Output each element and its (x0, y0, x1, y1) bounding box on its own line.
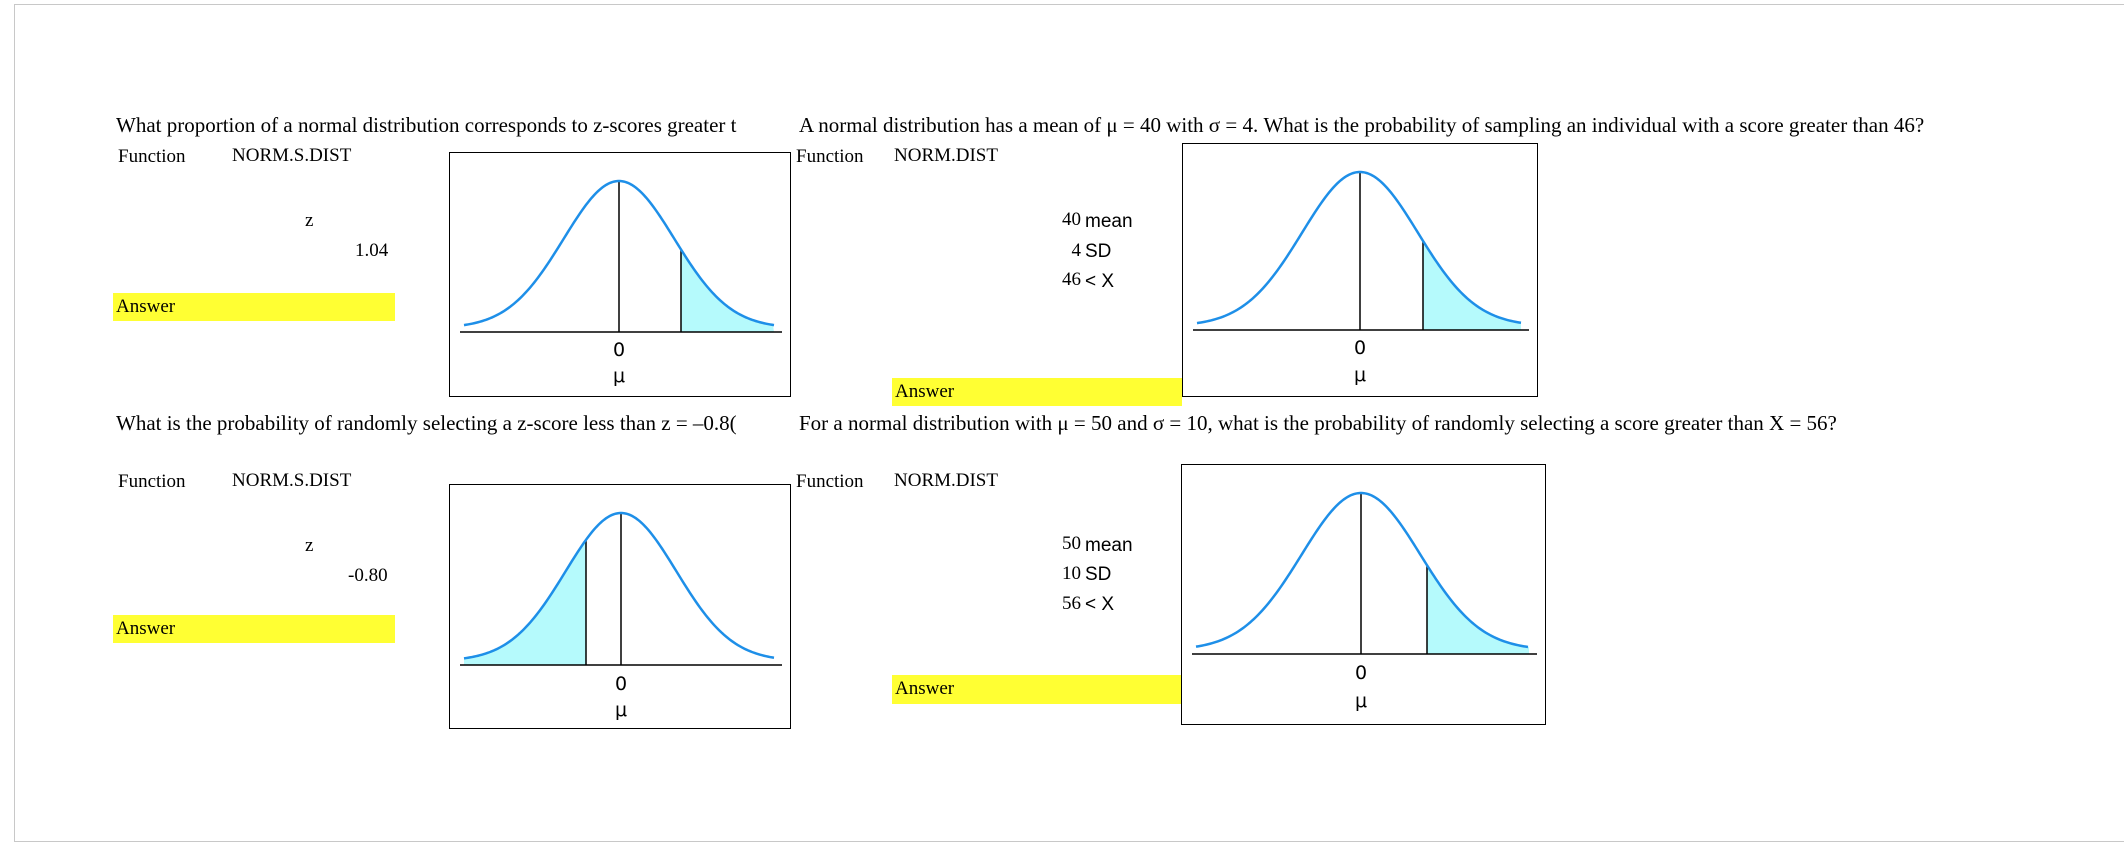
normal-graph-1: 0 μ (449, 152, 791, 397)
normal-graph-4: 0 μ (1181, 464, 1546, 725)
answer-cell-2[interactable]: Answer (892, 378, 1182, 406)
zero-label-1: 0 (612, 339, 626, 361)
spreadsheet: What proportion of a normal distribution… (14, 4, 2124, 842)
normal-graph-2: 0 μ (1182, 143, 1538, 397)
zero-label-2: 0 (1353, 337, 1367, 359)
x-value-2[interactable]: 46 (1062, 269, 1081, 290)
question-2-text[interactable]: A normal distribution has a mean of μ = … (799, 113, 1925, 137)
z-label-3[interactable]: z (305, 535, 314, 556)
zero-label-3: 0 (614, 673, 628, 695)
function-name-1[interactable]: NORM.S.DIST (232, 145, 352, 166)
answer-cell-3[interactable]: Answer (113, 615, 395, 643)
function-label-3[interactable]: Function (118, 471, 186, 492)
shaded-tail-area (1423, 240, 1521, 330)
answer-cell-4[interactable]: Answer (892, 675, 1182, 704)
function-label-2[interactable]: Function (796, 146, 864, 167)
bell-curve (1195, 491, 1529, 649)
normal-curve-2 (1193, 170, 1529, 331)
question-3-text[interactable]: What is the probability of randomly sele… (116, 411, 737, 435)
function-name-4[interactable]: NORM.DIST (894, 470, 998, 491)
normal-curve-1 (460, 179, 782, 333)
sd-label-4[interactable]: SD (1085, 564, 1112, 585)
mean-label-2[interactable]: mean (1085, 211, 1133, 232)
answer-cell-1[interactable]: Answer (113, 293, 395, 321)
sd-value-2[interactable]: 4 (1071, 240, 1082, 261)
mu-label-2: μ (1353, 364, 1367, 386)
zero-label-4: 0 (1354, 662, 1368, 684)
x-label-4[interactable]: < X (1085, 594, 1115, 615)
shaded-tail-area (464, 539, 586, 665)
z-value-1[interactable]: 1.04 (355, 240, 389, 261)
bell-curve (463, 179, 775, 327)
x-label-2[interactable]: < X (1085, 271, 1115, 292)
mean-value-2[interactable]: 40 (1062, 209, 1081, 230)
normal-curve-3 (460, 511, 782, 666)
function-label-4[interactable]: Function (796, 471, 864, 492)
z-label-1[interactable]: z (305, 210, 314, 231)
shaded-tail-area (681, 249, 774, 332)
mean-label-4[interactable]: mean (1085, 535, 1133, 556)
mu-label-4: μ (1354, 690, 1368, 712)
sd-value-4[interactable]: 10 (1062, 563, 1081, 584)
mu-label-1: μ (612, 365, 626, 387)
z-value-3[interactable]: -0.80 (348, 565, 388, 586)
bell-curve (463, 511, 775, 660)
question-1-text[interactable]: What proportion of a normal distribution… (116, 113, 737, 137)
x-value-4[interactable]: 56 (1062, 593, 1081, 614)
mu-label-3: μ (614, 699, 628, 721)
normal-graph-3: 0 μ (449, 484, 791, 729)
function-name-2[interactable]: NORM.DIST (894, 145, 998, 166)
mean-value-4[interactable]: 50 (1062, 533, 1081, 554)
question-4-text[interactable]: For a normal distribution with μ = 50 an… (799, 411, 1837, 435)
normal-curve-4 (1192, 491, 1537, 655)
bell-curve (1196, 170, 1522, 325)
function-name-3[interactable]: NORM.S.DIST (232, 470, 352, 491)
sd-label-2[interactable]: SD (1085, 241, 1112, 262)
function-label-1[interactable]: Function (118, 146, 186, 167)
shaded-tail-area (1427, 565, 1529, 654)
